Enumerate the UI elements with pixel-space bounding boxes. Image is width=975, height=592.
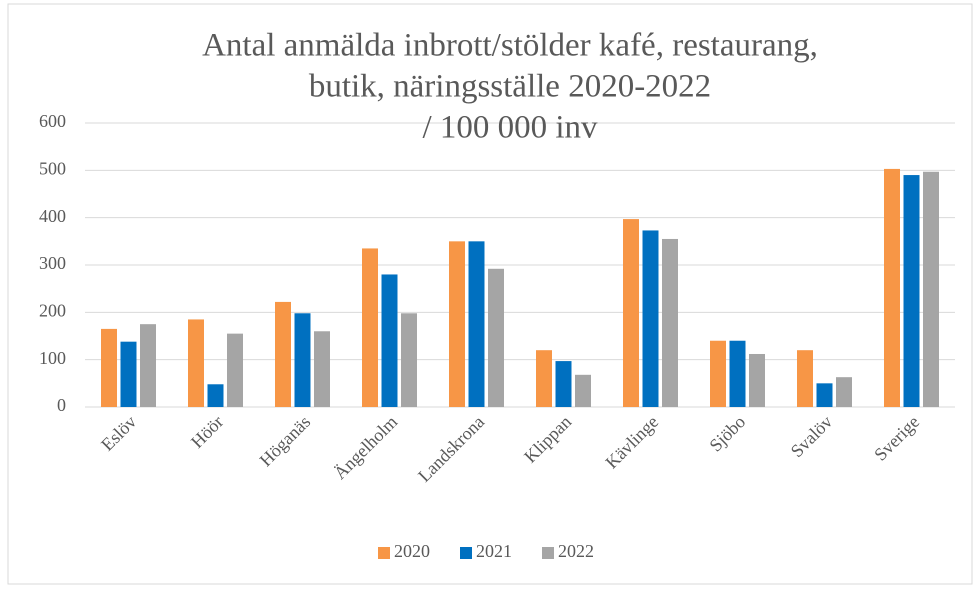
chart-title: butik, näringsställe 2020-2022 (309, 69, 711, 105)
bar (884, 168, 900, 407)
bar (623, 219, 639, 407)
bar (362, 248, 378, 407)
bar (381, 274, 398, 407)
bar (642, 230, 659, 407)
bar (314, 331, 330, 407)
bar (836, 377, 852, 407)
bar (797, 350, 813, 407)
bar (536, 350, 552, 407)
y-tick-label: 100 (39, 348, 66, 368)
legend-swatch (542, 547, 554, 559)
chart-title: / 100 000 inv (422, 110, 598, 146)
bar (120, 341, 137, 407)
y-tick-label: 400 (39, 206, 66, 226)
y-tick-label: 600 (39, 111, 66, 131)
bar (227, 333, 243, 407)
bar (903, 175, 920, 407)
bar (294, 313, 311, 407)
y-tick-label: 500 (39, 158, 66, 178)
bar (488, 268, 504, 407)
bar (275, 301, 291, 407)
chart-title: Antal anmälda inbrott/stölder kafé, rest… (202, 28, 818, 64)
legend-label: 2021 (476, 541, 512, 561)
bar (401, 313, 417, 407)
bar (575, 374, 591, 407)
bar (188, 319, 204, 407)
bar (468, 241, 485, 407)
bar (816, 383, 833, 407)
bar (662, 238, 678, 407)
y-tick-label: 300 (39, 253, 66, 273)
y-tick-label: 200 (39, 300, 66, 320)
bar (923, 171, 939, 407)
bar (710, 340, 726, 407)
legend-swatch (460, 547, 472, 559)
bar (101, 328, 117, 407)
bar (555, 361, 572, 407)
bar (749, 353, 765, 407)
bar (140, 324, 156, 407)
legend-label: 2020 (394, 541, 430, 561)
legend-label: 2022 (558, 541, 594, 561)
y-tick-label: 0 (57, 395, 66, 415)
bar (729, 340, 746, 407)
bar (449, 241, 465, 407)
legend-swatch (378, 547, 390, 559)
bar (207, 384, 224, 407)
